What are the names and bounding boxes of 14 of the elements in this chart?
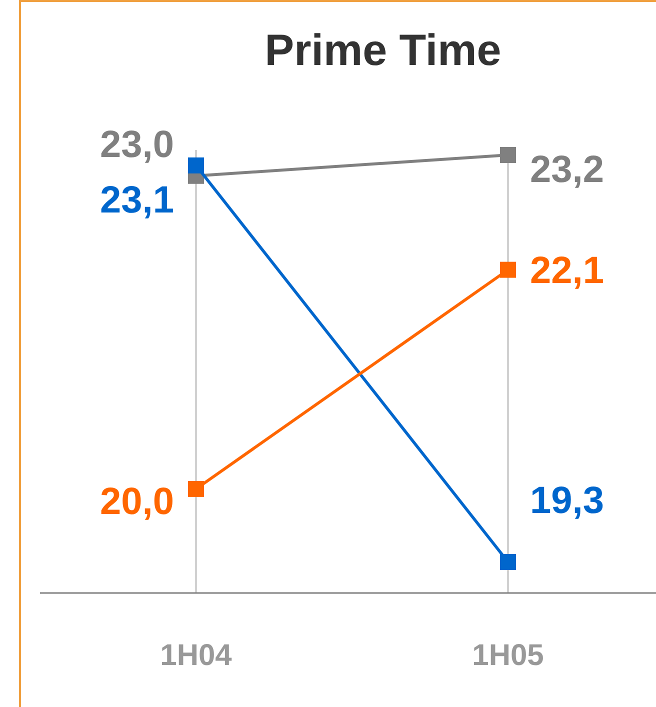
data-label: 20,0 [100, 480, 174, 523]
data-label: 23,0 [100, 124, 174, 166]
data-label: 22,1 [530, 250, 604, 292]
data-label: 23,1 [100, 179, 174, 222]
x-tick-label: 1H04 [160, 639, 232, 672]
point [188, 480, 204, 497]
data-label: 19,3 [530, 480, 604, 522]
point [188, 157, 204, 174]
x-tick-label: 1H05 [472, 639, 544, 672]
data-label: 23,2 [530, 149, 604, 191]
point [500, 262, 516, 278]
chart-title: Prime Time [264, 26, 502, 75]
point [500, 554, 516, 570]
point [500, 147, 516, 163]
